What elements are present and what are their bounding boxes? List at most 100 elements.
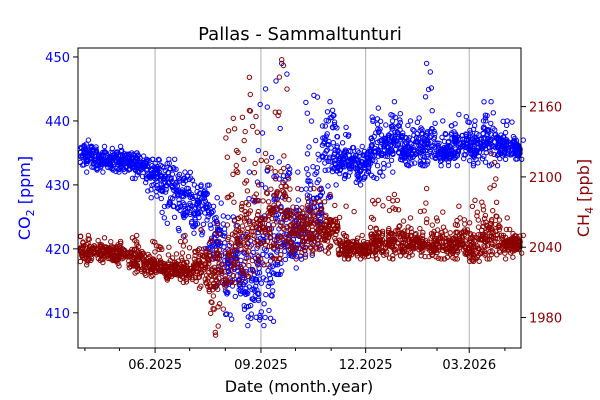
ch4-point (223, 279, 230, 286)
ch4-point (180, 279, 187, 286)
ch4-point (192, 248, 198, 255)
ch4-point (284, 209, 290, 215)
co2-point (314, 165, 321, 171)
ch4-point (207, 238, 214, 245)
co2-point (197, 209, 203, 215)
co2-point (481, 99, 487, 105)
ch4-point (367, 249, 373, 255)
co2-point (313, 137, 319, 144)
ch4-point (303, 228, 310, 235)
co2-point (93, 166, 100, 172)
ch4-point (299, 249, 305, 256)
co2-point (356, 176, 363, 183)
ch4-point (321, 199, 328, 205)
ch4-point (447, 230, 453, 236)
co2-point (407, 118, 414, 124)
ch4-point (386, 195, 392, 202)
ch4-point (268, 186, 274, 192)
ch4-point (195, 266, 201, 272)
ch4-point (386, 225, 392, 232)
ch4-point (426, 242, 432, 248)
ch4-point (377, 241, 384, 247)
ch4-point (194, 261, 200, 267)
co2-point (334, 134, 341, 140)
ch4-point (113, 243, 120, 250)
co2-point (488, 120, 494, 127)
ch4-point (488, 150, 494, 157)
co2-point (497, 155, 503, 162)
co2-point (200, 206, 206, 212)
right-axis-tick-label: 1980 (529, 312, 562, 327)
ch4-point (179, 250, 186, 256)
ch4-point (391, 232, 398, 239)
co2-point (506, 146, 512, 152)
ch4-point (496, 217, 503, 223)
ch4-point (199, 252, 206, 259)
co2-point (254, 179, 261, 185)
ch4-point (180, 243, 187, 249)
co2-point (232, 293, 239, 300)
co2-point (467, 142, 474, 149)
co2-point (276, 176, 282, 182)
co2-point (163, 183, 169, 189)
ch4-point (164, 277, 171, 283)
co2-point (405, 151, 411, 157)
co2-point (169, 178, 175, 185)
co2-point (325, 167, 331, 173)
ch4-point (301, 210, 307, 216)
ch4-point (224, 222, 231, 228)
co2-point (263, 247, 269, 254)
ch4-point (116, 263, 122, 269)
co2-point (448, 131, 454, 138)
ch4-point (493, 199, 500, 206)
ch4-point (284, 86, 290, 92)
co2-point (476, 149, 483, 155)
co2-point (117, 143, 124, 150)
ch4-point (369, 231, 375, 237)
ch4-point (467, 230, 473, 237)
ch4-point (288, 231, 295, 237)
ch4-point (292, 244, 298, 251)
ch4-point (373, 225, 379, 231)
ch4-point (339, 251, 345, 257)
ch4-point (334, 222, 341, 229)
co2-point (414, 119, 421, 126)
co2-point (497, 140, 503, 147)
co2-point (249, 286, 255, 293)
ch4-point (377, 229, 383, 236)
ch4-point (493, 176, 499, 182)
co2-point (269, 293, 275, 299)
ch4-point (250, 219, 257, 225)
co2-point (359, 143, 365, 150)
co2-point (324, 131, 330, 137)
x-tick-label: 03.2026 (442, 358, 496, 373)
ch4-point (469, 251, 475, 257)
co2-point (189, 193, 195, 200)
co2-point (385, 137, 391, 143)
co2-point (305, 171, 311, 178)
ch4-point (270, 222, 277, 228)
ch4-point (323, 234, 329, 240)
co2-point (162, 189, 169, 195)
ch4-point (273, 191, 280, 197)
co2-point (285, 163, 291, 170)
ch4-point (452, 256, 458, 262)
ch4-point (310, 247, 316, 254)
co2-point (419, 139, 425, 146)
co2-point (428, 85, 435, 91)
co2-point (103, 160, 109, 166)
ch4-point (486, 256, 493, 262)
ch4-point (281, 238, 287, 244)
ch4-point (239, 268, 245, 274)
ch4-point (470, 258, 477, 264)
co2-point (331, 121, 338, 128)
ch4-point (271, 245, 277, 251)
ch4-point (504, 215, 510, 221)
ch4-point (180, 265, 186, 271)
co2-point (424, 139, 431, 146)
ch4-point (245, 254, 252, 260)
co2-point (377, 169, 383, 175)
co2-point (84, 169, 90, 175)
co2-point (127, 166, 133, 172)
ch4-point (264, 232, 271, 238)
